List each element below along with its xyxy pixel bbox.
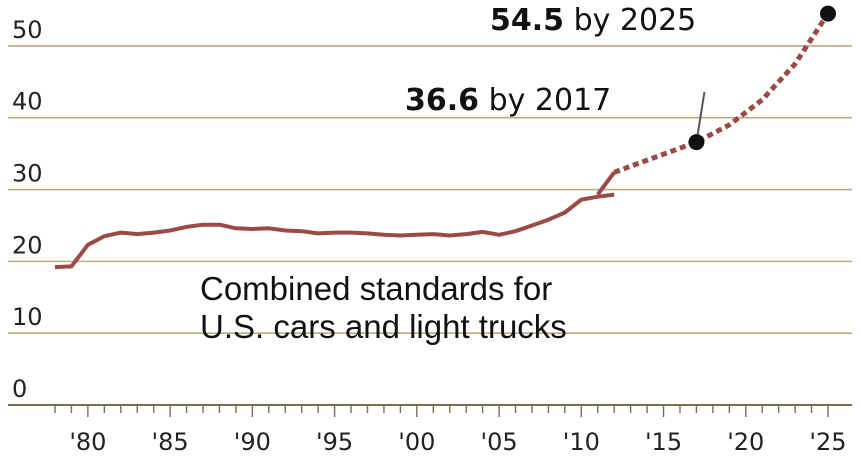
y-tick-label-50: 50 <box>12 16 43 44</box>
series-line-2 <box>613 12 831 175</box>
y-tick-label-20: 20 <box>12 231 43 259</box>
y-tick-label-40: 40 <box>12 88 43 116</box>
x-tick-label-1990: '90 <box>234 428 271 456</box>
annotation-text-2017: by 2017 <box>479 83 611 118</box>
y-tick-label-0: 0 <box>12 375 27 403</box>
x-axis <box>8 404 852 417</box>
caption-line-1: Combined standards for <box>200 270 552 307</box>
series-line-0 <box>54 192 615 270</box>
x-tick-label-1985: '85 <box>152 428 189 456</box>
marker-2017 <box>688 134 705 151</box>
annotation-2017: 36.6 by 2017 <box>405 83 611 118</box>
x-tick-label-2020: '20 <box>727 428 764 456</box>
annotation-leader-2017 <box>695 91 706 143</box>
x-tick-label-2015: '15 <box>645 428 682 456</box>
annotation-text-2025: by 2025 <box>564 3 696 38</box>
gridlines <box>8 45 852 334</box>
annotation-value-2025: 54.5 <box>490 3 564 38</box>
series-line-1 <box>596 171 616 196</box>
x-tick-label-2025: '25 <box>809 428 846 456</box>
x-tick-label-1995: '95 <box>316 428 353 456</box>
annotation-value-2017: 36.6 <box>405 83 479 118</box>
y-tick-label-30: 30 <box>12 160 43 188</box>
x-tick-label-2010: '10 <box>563 428 600 456</box>
annotation-2025: 54.5 by 2025 <box>490 3 696 38</box>
x-tick-label-2005: '05 <box>480 428 517 456</box>
marker-2025 <box>820 5 836 22</box>
x-tick-label-1980: '80 <box>69 428 106 456</box>
y-tick-label-10: 10 <box>12 303 43 331</box>
chart-labels: Combined standards for U.S. cars and lig… <box>12 3 847 456</box>
caption-line-2: U.S. cars and light trucks <box>200 308 567 345</box>
x-tick-label-2000: '00 <box>398 428 435 456</box>
plot-area <box>54 12 831 270</box>
annotation-markers <box>688 5 836 151</box>
